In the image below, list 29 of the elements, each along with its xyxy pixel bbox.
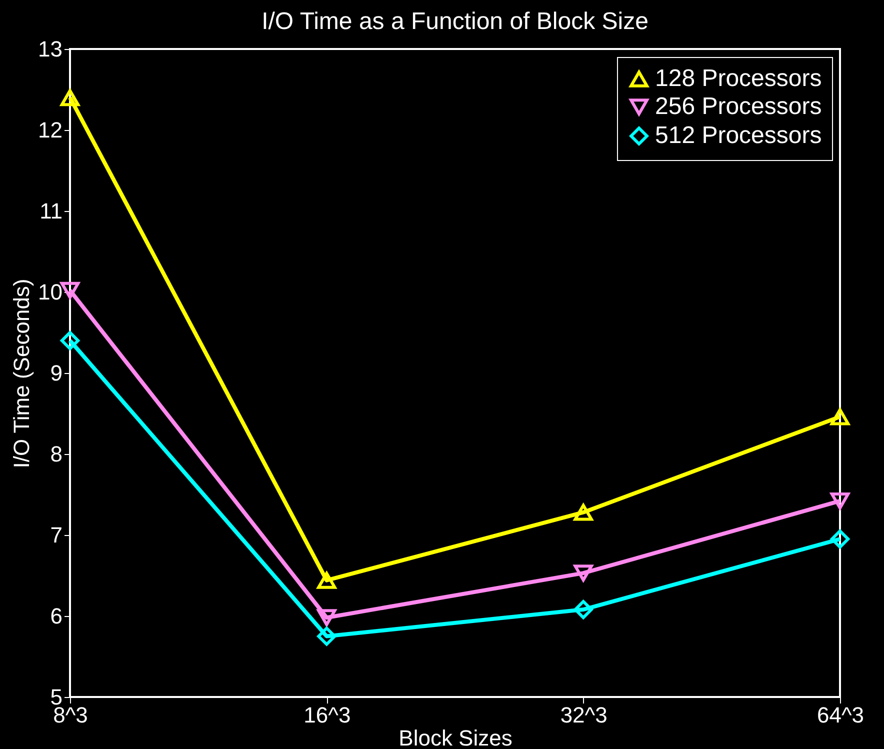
point	[60, 282, 80, 299]
point	[60, 89, 80, 106]
point	[317, 572, 336, 589]
point	[60, 331, 80, 350]
y-tick-label: 12	[38, 118, 62, 142]
point	[830, 408, 850, 426]
y-tick-label: 9	[50, 360, 62, 386]
y-tick-label: 8	[50, 442, 62, 466]
point	[574, 504, 593, 521]
y-tick-label: 7	[50, 522, 62, 548]
y-tick-label: 10	[38, 280, 62, 304]
point	[830, 529, 850, 549]
point	[574, 600, 593, 620]
point	[574, 564, 593, 582]
x-tick-label: 16^3	[304, 702, 351, 728]
x-axis-title: Block Sizes	[398, 726, 512, 749]
point	[317, 609, 336, 626]
y-tick-label: 6	[50, 604, 62, 628]
y-axis-title: I/O Time (Seconds)	[9, 278, 34, 468]
legend-label: 512 Processors	[655, 122, 822, 149]
legend-label: 128 Processors	[655, 65, 822, 92]
y-tick-label: 11	[40, 198, 62, 224]
chart-title: I/O Time as a Function of Block Size	[262, 8, 648, 35]
point	[830, 492, 850, 510]
legend-label: 256 Processors	[655, 93, 822, 120]
point	[317, 626, 336, 646]
y-tick-label: 13	[38, 36, 62, 62]
x-tick-label: 32^3	[560, 702, 608, 728]
x-tick-label: 64^3	[816, 702, 864, 728]
